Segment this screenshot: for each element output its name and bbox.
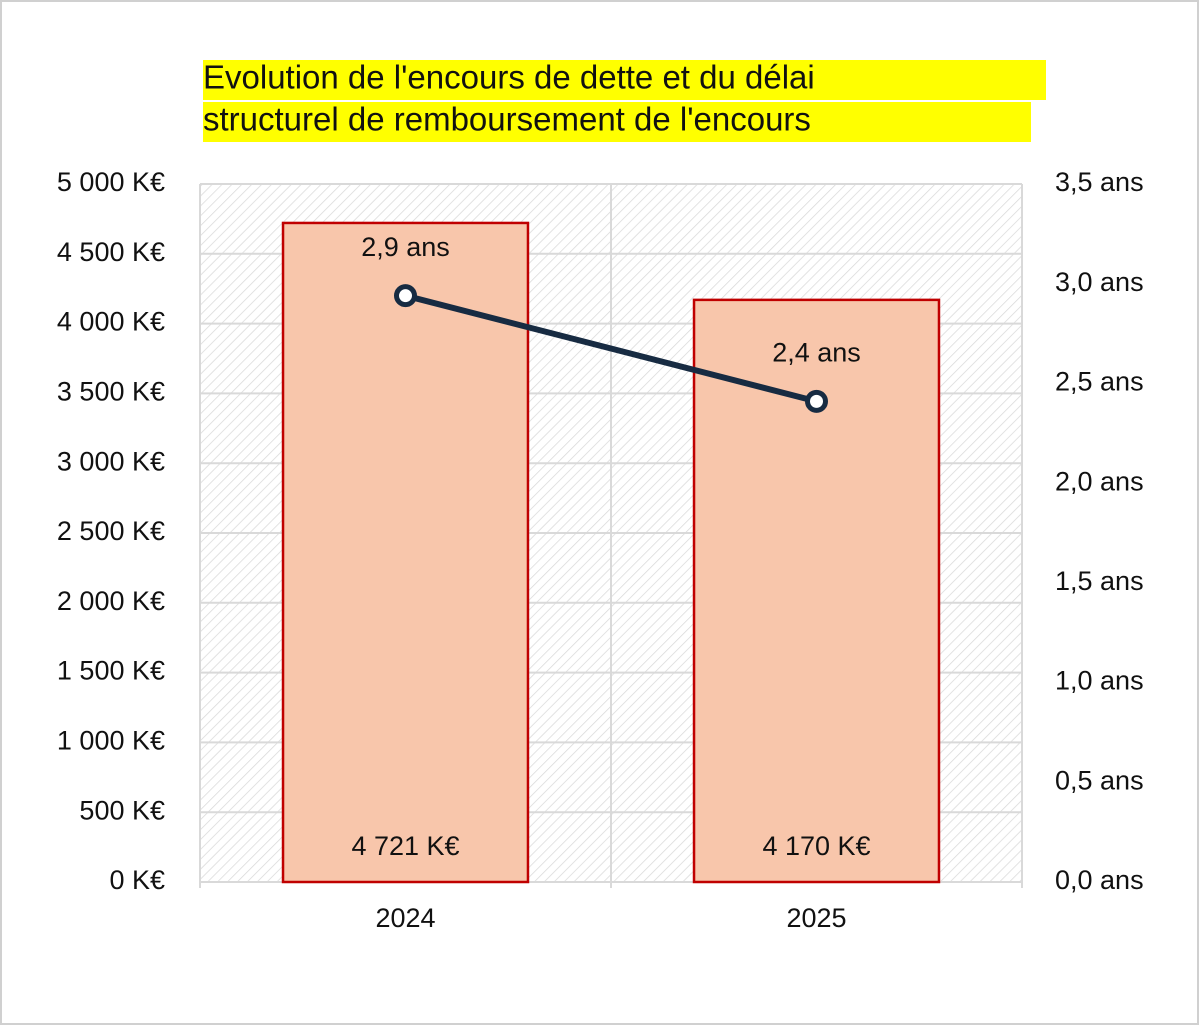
y-tick-label: 4 000 K€ [57, 307, 165, 337]
y-tick-label: 3 000 K€ [57, 446, 165, 476]
bar-label: 4 721 K€ [351, 831, 459, 861]
y2-tick-label: 1,0 ans [1055, 666, 1144, 696]
x-tick-label: 2025 [786, 903, 846, 933]
y2-tick-label: 0,0 ans [1055, 865, 1144, 895]
y2-tick-label: 2,0 ans [1055, 466, 1144, 496]
y-tick-label: 1 000 K€ [57, 726, 165, 756]
line-marker [394, 284, 417, 308]
y-tick-label: 5 000 K€ [57, 167, 165, 197]
line-marker [805, 389, 828, 413]
bar [692, 298, 941, 884]
line-label: 2,9 ans [361, 232, 450, 262]
y2-tick-label: 0,5 ans [1055, 765, 1144, 795]
y-tick-label: 1 500 K€ [57, 656, 165, 686]
y-tick-label: 4 500 K€ [57, 237, 165, 267]
title-highlight [203, 102, 1031, 142]
x-tick-label: 2024 [375, 903, 435, 933]
y-tick-label: 2 000 K€ [57, 586, 165, 616]
y-tick-label: 2 500 K€ [57, 516, 165, 546]
chart-title: Evolution de l'encours de dette et du dé… [203, 59, 815, 96]
bar-label: 4 170 K€ [762, 831, 870, 861]
y-tick-label: 3 500 K€ [57, 377, 165, 407]
title-highlight [203, 60, 1046, 100]
line [404, 292, 818, 405]
line-label: 2,4 ans [772, 338, 861, 368]
y2-tick-label: 3,0 ans [1055, 267, 1144, 297]
bar [281, 221, 530, 884]
y2-tick-label: 2,5 ans [1055, 367, 1144, 397]
chart-title: structurel de remboursement de l'encours [203, 101, 811, 138]
y-tick-label: 0 K€ [109, 865, 165, 895]
y-tick-label: 500 K€ [79, 795, 165, 825]
y2-tick-label: 3,5 ans [1055, 167, 1144, 197]
y2-tick-label: 1,5 ans [1055, 566, 1144, 596]
